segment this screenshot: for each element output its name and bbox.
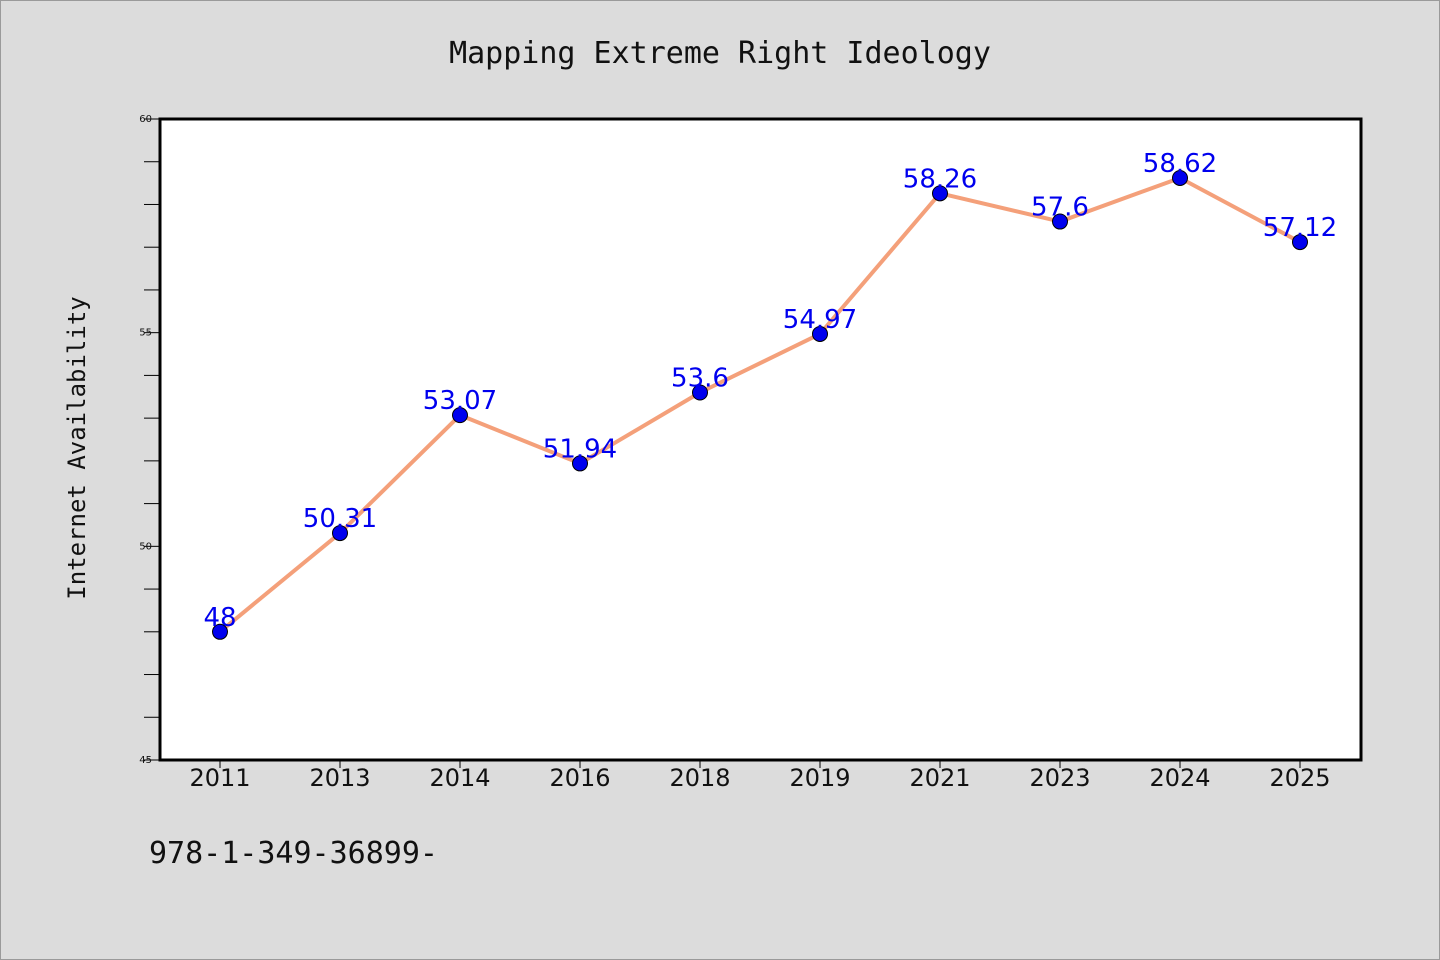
- x-axis: 2011 2013 2014 2016 2018 2019 2021 2023 2024 2025: [189, 760, 1331, 792]
- data-label: 54.97: [783, 305, 857, 335]
- data-markers: [212, 169, 1308, 640]
- y-tick-label: 45: [139, 755, 152, 766]
- x-tick-label: 2016: [549, 764, 610, 792]
- data-label: 57.12: [1263, 213, 1337, 243]
- data-point: [212, 623, 228, 640]
- chart-title: Mapping Extreme Right Ideology: [449, 36, 991, 71]
- data-label: 51.94: [543, 434, 617, 464]
- x-tick-label: 2021: [909, 764, 970, 792]
- y-tick-label: 55: [139, 328, 152, 339]
- data-label: 53.6: [671, 363, 729, 393]
- data-labels: 48 50.31 53.07 51.94 53.6 54.97 58.26 57.6 58.62…: [203, 149, 1337, 633]
- data-label: 53.07: [423, 386, 497, 416]
- data-point: [932, 185, 948, 202]
- data-point: [452, 407, 468, 424]
- x-tick-label: 2011: [189, 764, 250, 792]
- data-point: [572, 455, 588, 472]
- data-point: [812, 325, 828, 342]
- y-tick-label: 60: [139, 114, 152, 125]
- x-tick-label: 2013: [309, 764, 370, 792]
- data-point: [1172, 169, 1188, 186]
- x-tick-label: 2024: [1149, 764, 1210, 792]
- y-axis: 45 50 55 60: [139, 114, 160, 766]
- data-point: [1292, 234, 1308, 251]
- x-tick-label: 2025: [1269, 764, 1330, 792]
- y-tick-label: 50: [139, 541, 152, 552]
- plot-area: [160, 119, 1361, 760]
- data-point: [692, 384, 708, 401]
- series-line: [218, 175, 1302, 634]
- data-label: 57.6: [1031, 193, 1089, 223]
- x-tick-label: 2014: [429, 764, 490, 792]
- x-tick-label: 2018: [669, 764, 730, 792]
- data-label: 50.31: [303, 504, 377, 534]
- series-line-group: [218, 175, 1302, 634]
- data-label: 58.62: [1143, 149, 1217, 179]
- data-point: [332, 525, 348, 542]
- x-tick-label: 2019: [789, 764, 850, 792]
- footer-text: 978-1-349-36899-: [149, 836, 438, 871]
- y-axis-label: Internet Availability: [63, 296, 91, 599]
- data-label: 48: [203, 603, 236, 633]
- plot-frame: [158, 117, 1363, 762]
- data-point: [1052, 213, 1068, 230]
- x-tick-label: 2023: [1029, 764, 1090, 792]
- data-label: 58.26: [903, 164, 977, 194]
